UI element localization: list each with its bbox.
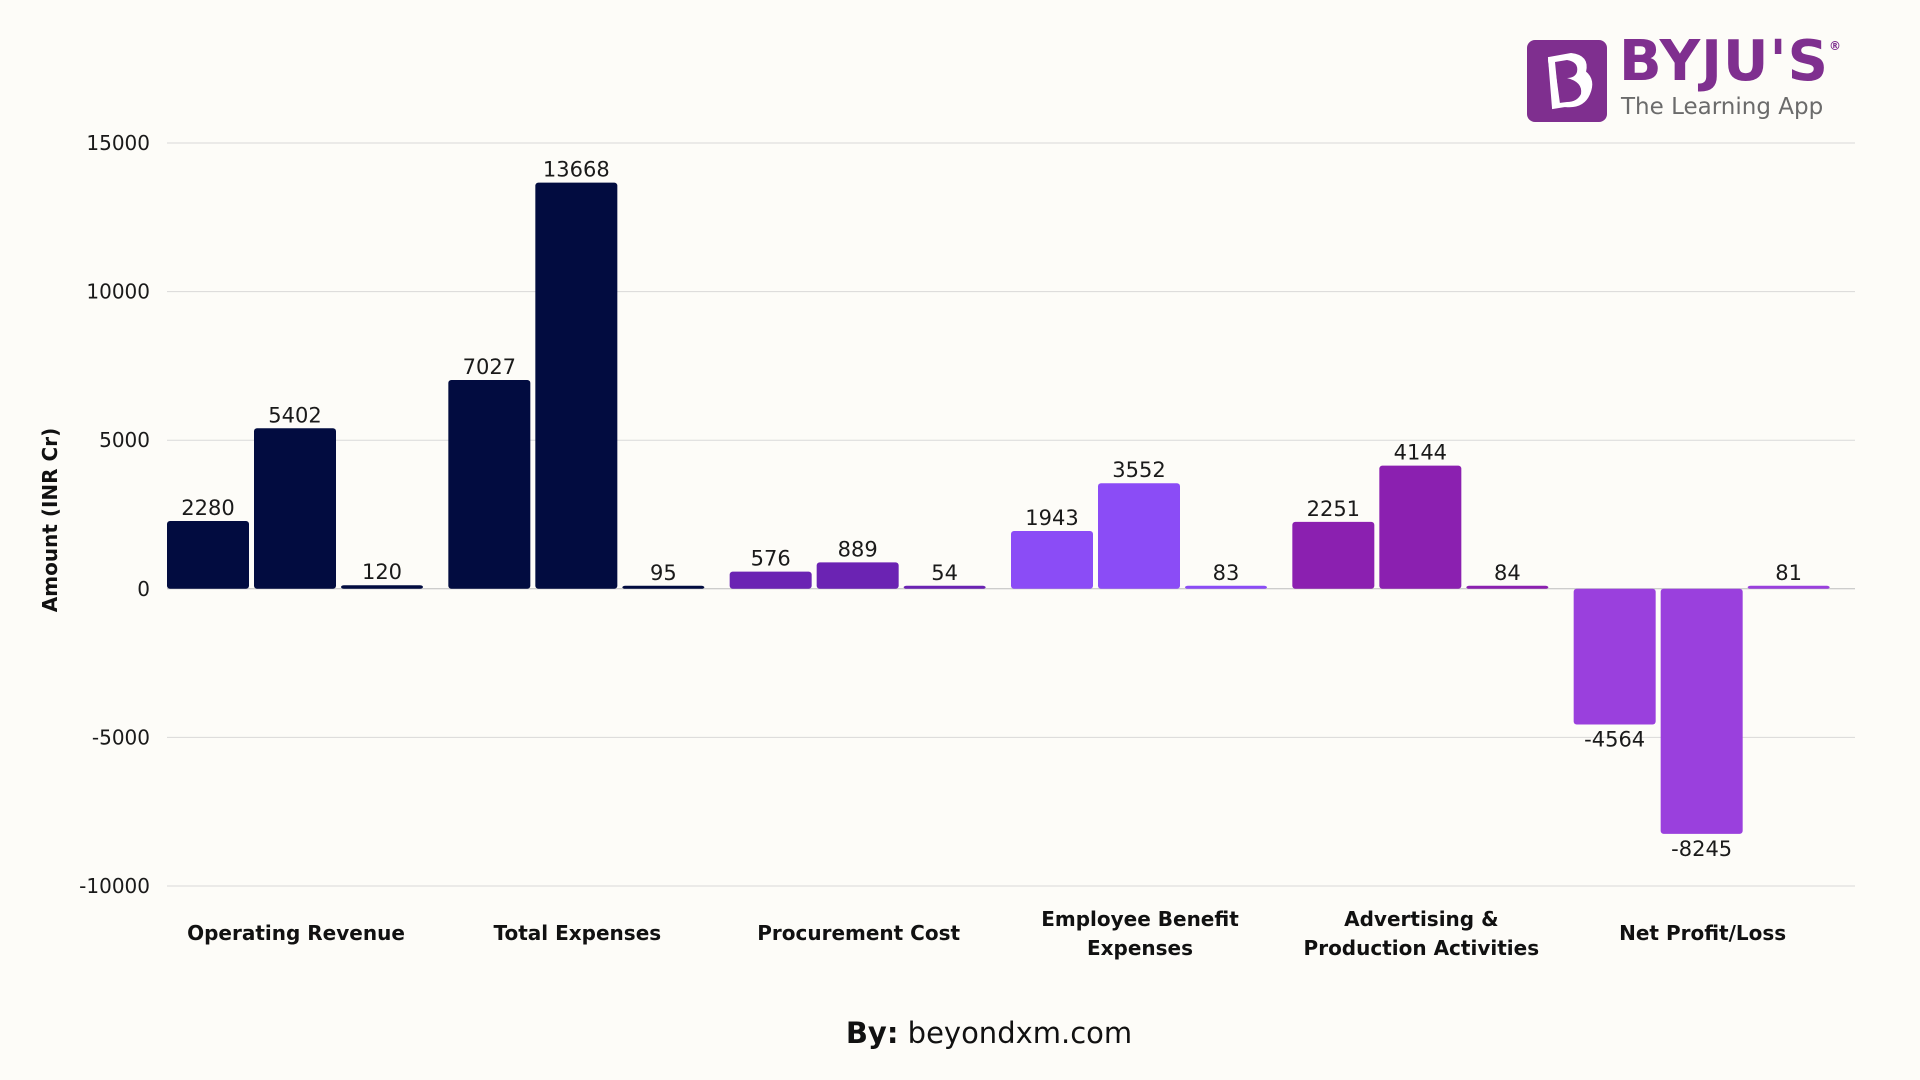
x-category-label: Operating Revenue [187,921,405,945]
bar [1573,588,1656,725]
byjus-logo-mark-icon [1527,40,1607,122]
y-axis-ticks: -10000 -5000 0 5000 10000 15000 [79,131,150,898]
value-labels: 2280 5402 120 7027 13668 95 576 889 54 1943 3552 83… [181,158,1802,861]
data-label: 1943 [1025,506,1078,530]
data-label: 83 [1213,561,1240,585]
y-tick-label: 15000 [86,131,150,155]
data-label: -4564 [1584,727,1645,751]
x-category-label: Procurement Cost [757,921,960,945]
source-credit: By: beyondxm.com [0,1016,1920,1050]
registered-mark: ® [1828,39,1842,53]
bar [622,585,705,589]
x-category-label: Advertising & Production Activities [1304,907,1540,960]
bar [1466,585,1549,589]
bar [1660,588,1743,834]
bar [729,571,812,589]
logo-name-text: BYJU'S [1619,29,1829,94]
byjus-logo: BYJU'S® The Learning App [1527,34,1847,124]
data-label: 81 [1775,561,1802,585]
bar [1379,465,1462,589]
bar [1185,585,1267,589]
y-axis-title: Amount (INR Cr) [38,428,62,612]
credit-site: beyondxm.com [907,1016,1133,1050]
x-category-label: Employee Benefit Expenses [1041,907,1239,960]
data-label: 5402 [268,403,321,427]
data-label: 2251 [1307,497,1360,521]
bar [903,585,986,589]
data-label: 3552 [1112,458,1165,482]
data-label: 120 [362,560,402,584]
x-category-label: Net Profit/Loss [1619,921,1786,945]
x-category-label: Total Expenses [494,921,662,945]
data-label: 4144 [1394,441,1447,465]
bar-chart: 2280 5402 120 7027 13668 95 576 889 54 1943 3552 83… [38,131,1855,960]
data-label: -8245 [1671,837,1732,861]
bar [816,562,899,589]
bar [1098,483,1180,589]
y-tick-label: 10000 [86,280,150,304]
bars [167,182,1830,834]
byjus-logo-wordmark: BYJU'S® [1619,34,1842,90]
data-label: 54 [931,561,958,585]
bar [535,182,618,589]
bar [1747,585,1830,589]
grid [167,142,1855,887]
data-label: 576 [751,547,791,571]
data-label: 95 [650,561,677,585]
y-tick-label: 0 [137,577,150,601]
data-label: 7027 [463,355,516,379]
data-label: 889 [838,537,878,561]
credit-prefix: By: [845,1016,899,1050]
bar [167,521,249,589]
data-label: 13668 [543,158,610,182]
bar [254,428,336,589]
y-tick-label: -10000 [79,874,150,898]
data-label: 84 [1494,561,1521,585]
bar [1011,531,1093,589]
data-label: 2280 [181,496,234,520]
x-axis-categories: Operating Revenue Total Expenses Procureme… [187,907,1786,960]
bar [341,585,423,589]
bar [448,379,531,589]
y-tick-label: 5000 [99,428,150,452]
logo-tagline: The Learning App [1621,94,1824,120]
bar [1292,521,1375,589]
y-tick-label: -5000 [92,725,150,749]
